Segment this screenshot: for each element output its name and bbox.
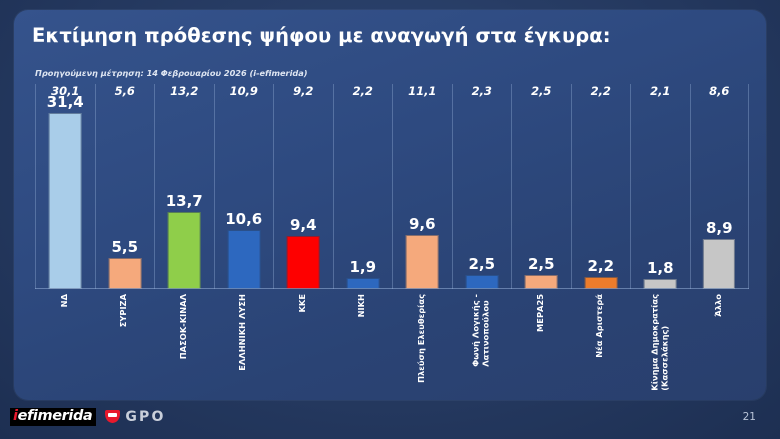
bar[interactable] — [703, 239, 736, 289]
chart-column: 2,2 2,2 — [570, 84, 631, 289]
slide-footer: iefimerida GPO 21 — [0, 400, 780, 439]
bar-area: 2,5 — [512, 104, 571, 289]
category-label-text: ΜΕΡΑ25 — [534, 294, 545, 332]
category-label-text: ΠΑΣΟΚ-ΚΙΝΑΛ — [177, 294, 188, 360]
bar-value-label: 10,6 — [225, 209, 263, 228]
bar-area: 5,5 — [96, 104, 155, 289]
previous-value-label: 9,2 — [293, 84, 314, 98]
bar[interactable] — [227, 229, 261, 289]
bar-area: 9,6 — [393, 104, 452, 289]
content-panel — [14, 10, 766, 400]
chart-column: 2,3 2,5 — [451, 84, 512, 289]
logo-row: iefimerida GPO — [10, 408, 166, 426]
category-label-text: Κίνημα Δημοκρατίας (Κασσελάκης) — [649, 294, 669, 391]
chart-subtitle: Προηγούμενη μέτρηση: 14 Φεβρουαρίου 2026… — [35, 68, 308, 78]
heart-shield-icon — [105, 410, 121, 424]
category-label: Άλλο — [690, 292, 750, 394]
previous-value-label: 2,1 — [650, 84, 671, 98]
bar-value-label: 13,7 — [165, 192, 203, 211]
previous-value-label: 2,2 — [590, 84, 611, 98]
previous-value-label: 2,2 — [352, 84, 373, 98]
page-title: Εκτίμηση πρόθεσης ψήφου με αναγωγή στα έ… — [32, 24, 611, 47]
bar-area: 1,8 — [631, 104, 690, 289]
gpo-logo-text: GPO — [125, 408, 166, 425]
chart-column: 10,9 10,6 — [213, 84, 274, 289]
previous-value-label: 2,3 — [471, 84, 492, 98]
bar[interactable] — [405, 235, 439, 289]
previous-value-label: 30,1 — [51, 84, 80, 98]
bar-value-label: 2,2 — [587, 256, 615, 275]
bar-value-label: 9,4 — [289, 216, 317, 235]
bar-value-label: 31,4 — [46, 92, 84, 111]
page-number: 21 — [742, 411, 756, 423]
chart-column: 2,1 1,8 — [630, 84, 690, 289]
category-label-text: ΣΥΡΙΖΑ — [118, 294, 129, 328]
bar-value-label: 2,5 — [468, 255, 496, 273]
category-label-text: Πλεύση Ελευθερίας — [415, 294, 426, 383]
category-label-text: ΚΚΕ — [296, 294, 307, 313]
chart-column: 30,1 31,4 — [35, 84, 95, 289]
previous-value-label: 11,1 — [408, 84, 437, 98]
category-label-text: ΝΙΚΗ — [356, 294, 367, 318]
category-label-text: Άλλο — [713, 294, 724, 317]
bar-area: 13,7 — [155, 104, 214, 289]
category-label: ΜΕΡΑ25 — [511, 292, 571, 394]
bar-area: 2,2 — [572, 104, 631, 289]
chart-column: 5,6 5,5 — [94, 84, 155, 289]
bar-value-label: 5,5 — [111, 238, 139, 257]
category-label: ΣΥΡΙΖΑ — [95, 292, 155, 394]
bar[interactable] — [48, 112, 82, 289]
category-axis: ΝΔ ΣΥΡΙΖΑ ΠΑΣΟΚ-ΚΙΝΑΛ ΕΛΛΗΝΙΚΗ ΛΥΣΗ ΚΚΕ ΝΙΚΗ Π… — [35, 292, 749, 394]
chart-column: 2,2 1,9 — [332, 84, 393, 289]
chart-column: 11,1 9,6 — [392, 84, 452, 289]
bar[interactable] — [108, 258, 142, 289]
bar-area: 10,6 — [215, 104, 274, 289]
bar-value-label: 2,5 — [527, 255, 555, 273]
category-label: ΠΑΣΟΚ-ΚΙΝΑΛ — [154, 292, 214, 394]
previous-value-label: 13,2 — [170, 84, 199, 98]
category-label: ΚΚΕ — [273, 292, 333, 394]
category-label-text: ΕΛΛΗΝΙΚΗ ΛΥΣΗ — [237, 294, 248, 371]
category-label: ΕΛΛΗΝΙΚΗ ΛΥΣΗ — [214, 292, 274, 394]
iefimerida-logo-text: efimerida — [17, 408, 93, 424]
category-label: Κίνημα Δημοκρατίας (Κασσελάκης) — [630, 292, 690, 394]
category-label-text: Νέα Αριστερά — [594, 294, 605, 358]
previous-value-label: 10,9 — [229, 84, 258, 98]
bar-value-label: 1,8 — [646, 258, 674, 277]
chart-column: 8,6 8,9 — [689, 84, 749, 289]
bar-area: 31,4 — [36, 94, 95, 289]
bar-area: 8,9 — [691, 104, 749, 289]
bar[interactable] — [465, 275, 499, 289]
previous-value-label: 2,5 — [531, 84, 552, 98]
category-label: ΝΙΚΗ — [333, 292, 393, 394]
chart-column: 9,2 9,4 — [273, 84, 333, 289]
bar-value-label: 9,6 — [408, 215, 436, 234]
bar-value-label: 8,9 — [705, 219, 733, 238]
category-label-text: Φωνή Λογικής - Λατινοπούλου — [470, 294, 491, 367]
bar-area: 9,4 — [274, 104, 333, 289]
gpo-logo: GPO — [105, 410, 165, 424]
category-label-text: ΝΔ — [58, 294, 69, 308]
bar[interactable] — [167, 212, 201, 289]
chart-column: 2,5 2,5 — [511, 84, 571, 289]
chart-column: 13,2 13,7 — [154, 84, 214, 289]
category-label: ΝΔ — [35, 292, 95, 394]
bar-value-label: 1,9 — [349, 258, 377, 277]
category-label: Νέα Αριστερά — [571, 292, 631, 394]
bar-chart: 30,1 31,4 5,6 5,5 13,2 13,7 10,9 10,6 9,2 9,4 2,2 1… — [35, 84, 749, 289]
iefimerida-logo: iefimerida — [10, 408, 97, 426]
iefimerida-logo-i: i — [13, 408, 18, 424]
bar-area: 1,9 — [334, 104, 393, 289]
bar[interactable] — [286, 236, 320, 289]
bar[interactable] — [524, 275, 558, 289]
chart-baseline — [35, 288, 749, 289]
bar-area: 2,5 — [453, 104, 512, 289]
category-label: Πλεύση Ελευθερίας — [392, 292, 452, 394]
previous-value-label: 8,6 — [709, 84, 730, 98]
category-label: Φωνή Λογικής - Λατινοπούλου — [452, 292, 512, 394]
previous-value-label: 5,6 — [114, 84, 135, 98]
